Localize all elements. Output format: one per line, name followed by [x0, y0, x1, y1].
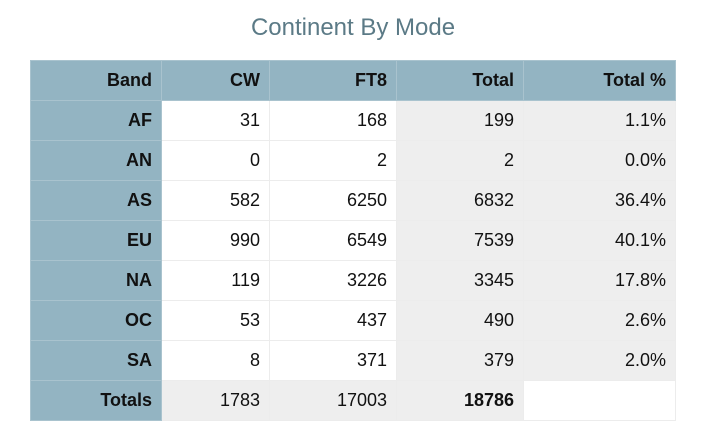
- row-label: SA: [30, 340, 162, 381]
- cell-total-percent: 17.8%: [523, 260, 676, 301]
- cell-ft8: 6549: [269, 220, 397, 261]
- continent-mode-table: Band CW FT8 Total Total % AF 31 168 199 …: [30, 60, 676, 421]
- cell-cw: 31: [161, 100, 270, 141]
- column-header-cw: CW: [161, 60, 270, 101]
- cell-cw: 119: [161, 260, 270, 301]
- table-row: AS 582 6250 6832 36.4%: [30, 180, 676, 221]
- cell-ft8: 437: [269, 300, 397, 341]
- cell-ft8: 6250: [269, 180, 397, 221]
- row-label: AN: [30, 140, 162, 181]
- cell-total: 490: [396, 300, 524, 341]
- cell-total: 2: [396, 140, 524, 181]
- totals-ft8: 17003: [269, 380, 397, 421]
- cell-total: 6832: [396, 180, 524, 221]
- row-label: NA: [30, 260, 162, 301]
- column-header-total-percent: Total %: [523, 60, 676, 101]
- row-label: AS: [30, 180, 162, 221]
- table-row: SA 8 371 379 2.0%: [30, 340, 676, 381]
- totals-cw: 1783: [161, 380, 270, 421]
- table-row: OC 53 437 490 2.6%: [30, 300, 676, 341]
- table-row: AF 31 168 199 1.1%: [30, 100, 676, 141]
- table-row: EU 990 6549 7539 40.1%: [30, 220, 676, 261]
- cell-total: 379: [396, 340, 524, 381]
- totals-total: 18786: [396, 380, 524, 421]
- totals-percent: [523, 380, 676, 421]
- cell-ft8: 168: [269, 100, 397, 141]
- cell-cw: 582: [161, 180, 270, 221]
- cell-cw: 8: [161, 340, 270, 381]
- cell-total-percent: 2.0%: [523, 340, 676, 381]
- totals-row: Totals 1783 17003 18786: [30, 380, 676, 421]
- column-header-total: Total: [396, 60, 524, 101]
- row-label: OC: [30, 300, 162, 341]
- table-header-row: Band CW FT8 Total Total %: [30, 60, 676, 101]
- cell-total-percent: 40.1%: [523, 220, 676, 261]
- cell-cw: 53: [161, 300, 270, 341]
- cell-cw: 0: [161, 140, 270, 181]
- cell-total-percent: 1.1%: [523, 100, 676, 141]
- table-row: AN 0 2 2 0.0%: [30, 140, 676, 181]
- cell-total-percent: 36.4%: [523, 180, 676, 221]
- column-header-band: Band: [30, 60, 162, 101]
- cell-total-percent: 2.6%: [523, 300, 676, 341]
- cell-total: 199: [396, 100, 524, 141]
- cell-total-percent: 0.0%: [523, 140, 676, 181]
- cell-cw: 990: [161, 220, 270, 261]
- page-title: Continent By Mode: [250, 14, 456, 41]
- cell-total: 7539: [396, 220, 524, 261]
- cell-ft8: 2: [269, 140, 397, 181]
- cell-total: 3345: [396, 260, 524, 301]
- totals-label: Totals: [30, 380, 162, 421]
- row-label: AF: [30, 100, 162, 141]
- cell-ft8: 3226: [269, 260, 397, 301]
- table-row: NA 119 3226 3345 17.8%: [30, 260, 676, 301]
- row-label: EU: [30, 220, 162, 261]
- cell-ft8: 371: [269, 340, 397, 381]
- column-header-ft8: FT8: [269, 60, 397, 101]
